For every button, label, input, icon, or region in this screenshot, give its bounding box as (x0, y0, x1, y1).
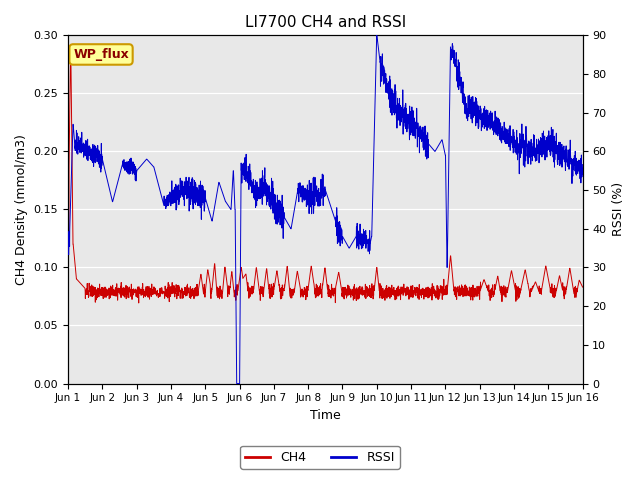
Legend: CH4, RSSI: CH4, RSSI (240, 446, 400, 469)
Y-axis label: CH4 Density (mmol/m3): CH4 Density (mmol/m3) (15, 134, 28, 285)
X-axis label: Time: Time (310, 409, 340, 422)
Y-axis label: RSSI (%): RSSI (%) (612, 182, 625, 237)
Text: WP_flux: WP_flux (73, 48, 129, 61)
Title: LI7700 CH4 and RSSI: LI7700 CH4 and RSSI (244, 15, 406, 30)
